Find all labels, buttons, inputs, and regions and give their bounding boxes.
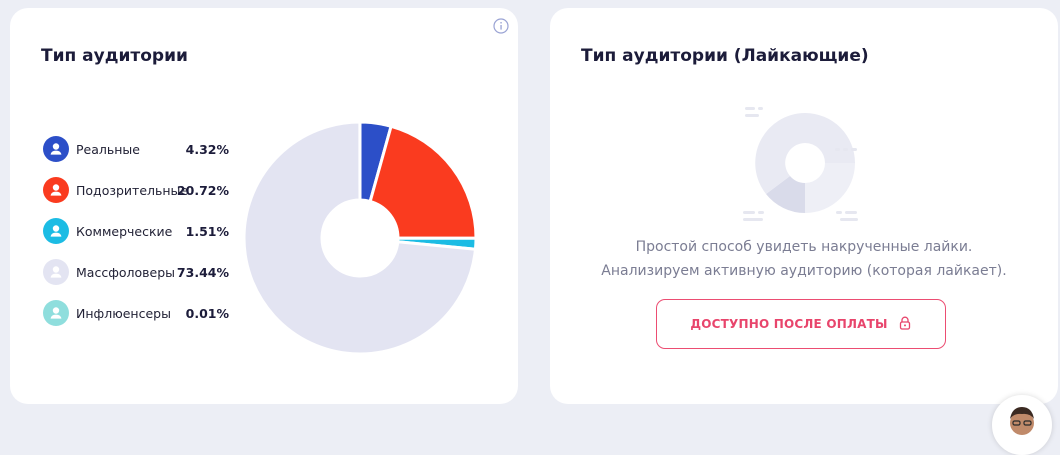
unlock-after-payment-button[interactable]: ДОСТУПНО ПОСЛЕ ОПЛАТЫ	[656, 299, 946, 349]
liking-audience-card: Тип аудитории (Лайкающие) Простой способ…	[550, 8, 1058, 404]
legend-item: Коммерческие 1.51%	[43, 218, 229, 244]
promo-text-line-1: Простой способ увидеть накрученные лайки…	[550, 239, 1058, 255]
audience-type-title: Тип аудитории	[41, 46, 188, 66]
lock-icon	[898, 315, 912, 334]
promo-text-line-2: Анализируем активную аудиторию (которая …	[550, 263, 1058, 279]
audience-type-card: Тип аудитории Реальные 4.32% Подозрительны…	[10, 8, 518, 404]
pie-slice-2[interactable]	[370, 126, 476, 238]
user-icon	[43, 218, 69, 244]
legend-item: Реальные 4.32%	[43, 136, 229, 162]
user-icon	[43, 177, 69, 203]
legend-value: 1.51%	[186, 224, 229, 239]
legend-value: 20.72%	[177, 183, 229, 198]
legend-label: Инфлюенсеры	[76, 306, 171, 321]
legend-label: Массфоловеры	[76, 265, 175, 280]
locked-chart-placeholder-icon	[740, 98, 870, 228]
legend-value: 0.01%	[186, 306, 229, 321]
user-icon	[43, 300, 69, 326]
user-icon	[43, 136, 69, 162]
legend-label: Реальные	[76, 142, 140, 157]
legend-value: 4.32%	[186, 142, 229, 157]
legend-value: 73.44%	[177, 265, 229, 280]
liking-audience-title: Тип аудитории (Лайкающие)	[581, 46, 869, 66]
legend-label: Подозрительные	[76, 183, 188, 198]
legend-item: Инфлюенсеры 0.01%	[43, 300, 229, 326]
info-icon[interactable]	[493, 18, 509, 34]
unlock-button-label: ДОСТУПНО ПОСЛЕ ОПЛАТЫ	[690, 317, 887, 331]
legend-label: Коммерческие	[76, 224, 172, 239]
support-avatar[interactable]	[992, 395, 1052, 455]
user-icon	[43, 259, 69, 285]
audience-pie-chart	[230, 108, 490, 368]
